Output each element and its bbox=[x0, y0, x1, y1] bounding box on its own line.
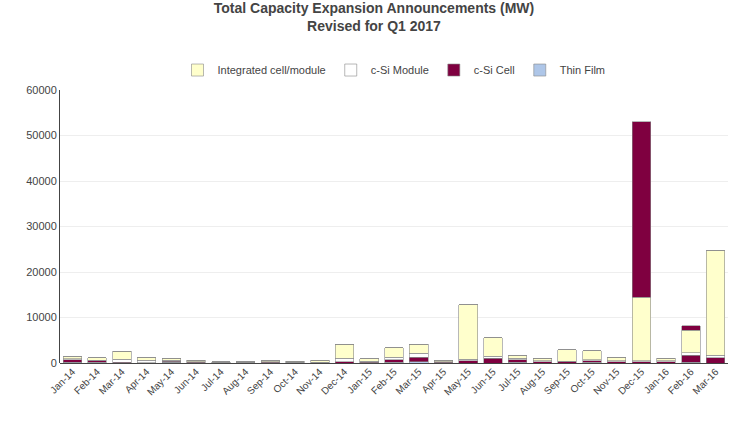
svg-text:Feb-14: Feb-14 bbox=[72, 366, 102, 396]
svg-text:Nov-15: Nov-15 bbox=[591, 366, 622, 397]
svg-text:Sep-14: Sep-14 bbox=[245, 366, 276, 397]
svg-text:Jan-15: Jan-15 bbox=[345, 366, 375, 396]
svg-text:Jan-16: Jan-16 bbox=[642, 366, 672, 396]
svg-text:0: 0 bbox=[51, 357, 57, 369]
svg-text:Integrated cell/module: Integrated cell/module bbox=[218, 64, 326, 76]
svg-text:Apr-15: Apr-15 bbox=[419, 366, 448, 395]
svg-text:Aug-14: Aug-14 bbox=[220, 366, 251, 397]
svg-text:Jul-15: Jul-15 bbox=[496, 366, 523, 393]
svg-text:Mar-14: Mar-14 bbox=[97, 366, 127, 396]
svg-text:Jun-15: Jun-15 bbox=[469, 366, 499, 396]
svg-text:Jun-14: Jun-14 bbox=[172, 366, 202, 396]
svg-text:Thin Film: Thin Film bbox=[560, 64, 605, 76]
svg-text:Oct-14: Oct-14 bbox=[271, 366, 300, 395]
svg-text:Apr-14: Apr-14 bbox=[123, 366, 152, 395]
svg-text:Nov-14: Nov-14 bbox=[294, 366, 325, 397]
svg-text:Total Capacity Expansion Annou: Total Capacity Expansion Announcements (… bbox=[214, 0, 534, 34]
svg-text:10000: 10000 bbox=[26, 311, 57, 323]
svg-text:Feb-16: Feb-16 bbox=[666, 366, 696, 396]
svg-text:50000: 50000 bbox=[26, 129, 57, 141]
svg-text:c-Si Cell: c-Si Cell bbox=[474, 64, 515, 76]
svg-text:May-15: May-15 bbox=[442, 366, 474, 398]
svg-text:Mar-15: Mar-15 bbox=[394, 366, 424, 396]
svg-text:May-14: May-14 bbox=[145, 366, 177, 398]
svg-text:Sep-15: Sep-15 bbox=[542, 366, 573, 397]
svg-text:Jan-14: Jan-14 bbox=[48, 366, 78, 396]
svg-text:30000: 30000 bbox=[26, 220, 57, 232]
svg-text:Mar-16: Mar-16 bbox=[690, 366, 720, 396]
svg-text:40000: 40000 bbox=[26, 175, 57, 187]
svg-text:60000: 60000 bbox=[26, 84, 57, 96]
svg-text:Jul-14: Jul-14 bbox=[199, 366, 226, 393]
svg-text:Feb-15: Feb-15 bbox=[369, 366, 399, 396]
svg-text:20000: 20000 bbox=[26, 266, 57, 278]
svg-text:Oct-15: Oct-15 bbox=[568, 366, 597, 395]
svg-text:Aug-15: Aug-15 bbox=[517, 366, 548, 397]
svg-text:c-Si Module: c-Si Module bbox=[371, 64, 429, 76]
svg-text:Dec-14: Dec-14 bbox=[319, 366, 350, 397]
svg-text:Dec-15: Dec-15 bbox=[616, 366, 647, 397]
